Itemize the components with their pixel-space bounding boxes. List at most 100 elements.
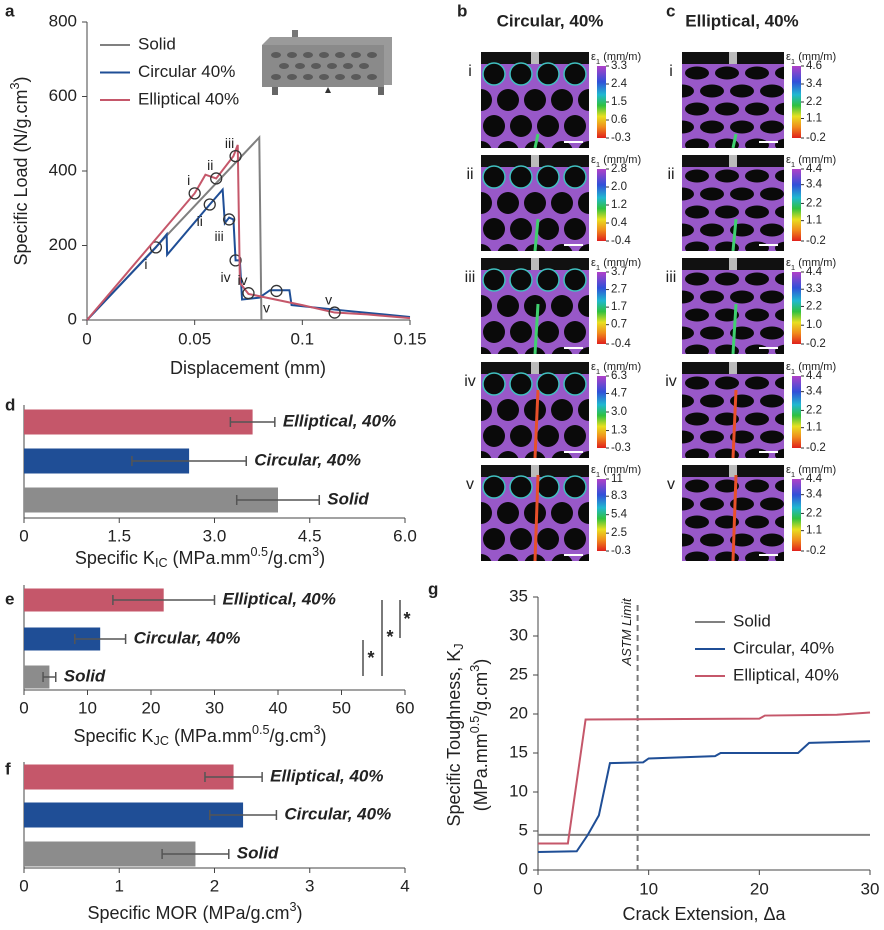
hole (715, 102, 739, 116)
hole (537, 528, 559, 550)
y-tick-label: 30 (509, 625, 528, 644)
hole (524, 502, 546, 524)
indenter (531, 258, 539, 270)
label-part: 0.5 (251, 545, 269, 559)
indenter (531, 155, 539, 167)
label-part: /g.cm (471, 672, 491, 716)
colorbar (792, 376, 801, 448)
hole (536, 268, 560, 292)
panel-title: Circular, 40% (497, 11, 604, 30)
label-part: (mm/m) (795, 51, 836, 63)
hole (685, 376, 709, 390)
hole (682, 430, 694, 444)
indenter (531, 52, 539, 64)
x-tick-label: 30 (861, 879, 880, 898)
marker-point (242, 287, 255, 300)
label-part: ) (321, 726, 327, 746)
x-axis-label: Specific KIC (MPa.mm0.5/g.cm3) (75, 545, 325, 570)
category-label: Solid (327, 489, 369, 508)
colorbar-tick-label: -0.2 (806, 132, 826, 144)
error-bar (229, 417, 276, 427)
label-part: 0.5 (252, 723, 270, 737)
hole (760, 533, 784, 547)
marker-point (149, 241, 163, 254)
label-part: ) (297, 903, 303, 923)
bar (24, 627, 101, 651)
hole (481, 399, 492, 421)
label-part: ) (471, 659, 491, 665)
hole (715, 412, 739, 426)
y-tick-label: 20 (509, 703, 528, 722)
marker-label: iv (237, 272, 247, 288)
label-part: 3 (468, 665, 482, 672)
hole (578, 89, 589, 111)
label-part: JC (154, 734, 169, 748)
series-line (538, 711, 871, 845)
colorbar-label: ε1 (mm/m) (786, 154, 836, 169)
hole (745, 205, 769, 219)
hole (775, 272, 784, 286)
colorbar-tick-label: 2.2 (806, 96, 822, 108)
y-tick-label: 800 (49, 11, 77, 30)
label-part: (mm/m) (600, 257, 641, 269)
colorbar-tick-label: -0.3 (611, 545, 631, 557)
y-tick-label: 400 (49, 160, 77, 179)
marker-point (210, 172, 223, 185)
label-part: J (452, 643, 466, 649)
hole (775, 344, 784, 354)
colorbar-label: ε1 (mm/m) (591, 51, 641, 66)
hole (482, 268, 506, 292)
hole (760, 394, 784, 408)
colorbar-tick-label: 3.3 (806, 283, 822, 295)
error-bar (42, 672, 57, 682)
marker-label: iii (225, 135, 234, 151)
label-part: ε (786, 51, 791, 63)
colorbar-tick-label: 6.3 (611, 370, 627, 382)
hole (483, 115, 505, 137)
label-part: 1 (596, 470, 600, 479)
colorbar-tick-label: 4.4 (806, 370, 823, 382)
hole (775, 308, 784, 322)
y-axis-label: (MPa.mm0.5/g.cm3) (468, 659, 490, 812)
colorbar-tick-label: 1.1 (806, 215, 822, 227)
colorbar-tick-label: -0.2 (806, 338, 826, 350)
hole (509, 268, 533, 292)
colorbar-tick-label: 0.6 (611, 114, 627, 126)
hole (685, 412, 709, 426)
hole (775, 102, 784, 116)
strain-image (481, 52, 589, 148)
hole (715, 344, 739, 354)
colorbar-tick-label: -0.3 (611, 442, 631, 454)
hole (715, 272, 739, 286)
crack (731, 303, 738, 354)
row-label: iv (665, 373, 677, 390)
hole (483, 528, 505, 550)
x-axis-label: Specific KJC (MPa.mm0.5/g.cm3) (74, 723, 327, 748)
marker-label: iii (214, 228, 223, 244)
hole (551, 399, 573, 421)
colorbar-tick-label: 11 (611, 473, 623, 485)
hole (760, 430, 784, 444)
marker-point (203, 198, 216, 211)
marker-label: i (144, 256, 147, 272)
row-label: iv (464, 373, 476, 390)
hole (715, 551, 739, 561)
legend-label: Solid (733, 611, 771, 630)
hole (715, 448, 739, 458)
colorbar (792, 479, 801, 551)
hole (483, 321, 505, 343)
hole (551, 295, 573, 317)
x-tick-label: 20 (142, 698, 161, 717)
colorbar-tick-label: 2.2 (806, 507, 822, 519)
panel-letter: e (5, 589, 14, 608)
x-tick-label: 0 (19, 526, 28, 545)
strain-image (682, 258, 784, 354)
hole (551, 89, 573, 111)
legend-label: Solid (138, 34, 176, 53)
category-label: Circular, 40% (134, 628, 241, 647)
marker-label: iv (221, 269, 231, 285)
hole (564, 528, 586, 550)
label-part: ε (591, 257, 596, 269)
hole (578, 451, 589, 458)
